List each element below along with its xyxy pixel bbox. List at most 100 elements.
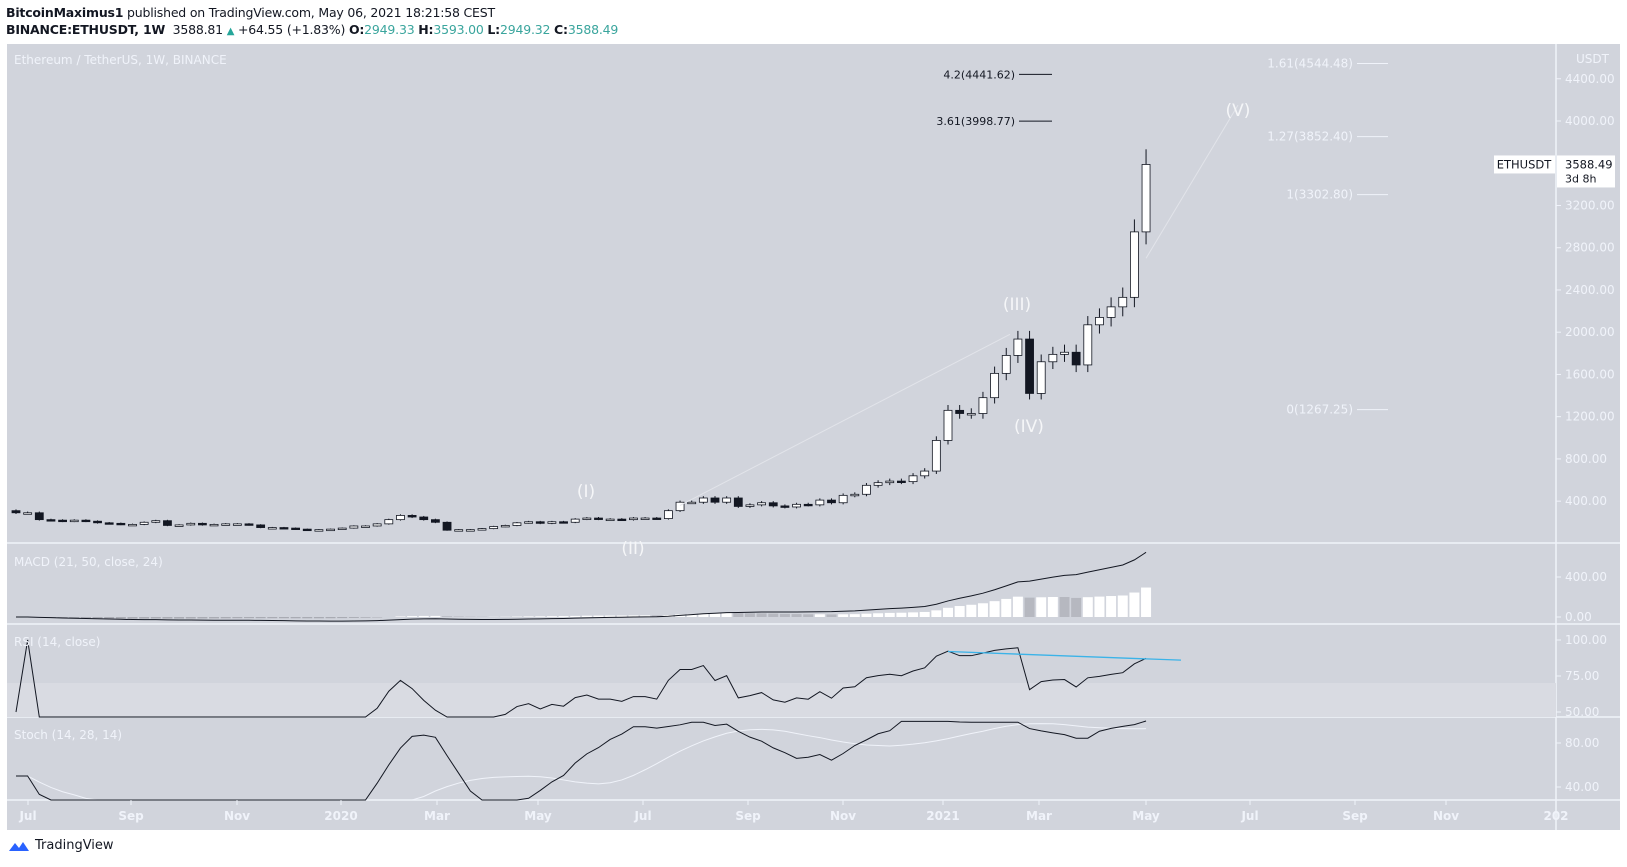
candle-up <box>221 523 231 526</box>
candle-up <box>465 529 475 532</box>
last-price: 3588.81 <box>172 22 223 37</box>
macd-histogram-bar <box>943 607 953 617</box>
author-name[interactable]: BitcoinMaximus1 <box>6 5 124 20</box>
macd-histogram-bar <box>616 615 627 617</box>
symbol-info: BINANCE:ETHUSDT, 1W 3588.81 ▲ +64.55 (+1… <box>6 22 618 37</box>
tradingview-logo[interactable]: TradingView <box>8 838 114 853</box>
candle-up <box>267 527 277 530</box>
macd-histogram-bar <box>69 617 80 618</box>
macd-histogram-bar <box>640 615 651 617</box>
indicator-tick-label: 75.00 <box>1565 669 1599 683</box>
indicator-tick-label: 80.00 <box>1565 736 1599 750</box>
rsi-trendline <box>947 650 1182 661</box>
candle-down <box>244 523 254 526</box>
chart-canvas[interactable]: Ethereum / TetherUS, 1W, BINANCE USDT 4400… <box>7 44 1620 830</box>
candle-up <box>722 497 732 503</box>
low-value: 2949.32 <box>499 22 551 37</box>
macd-histogram-bar <box>197 617 208 619</box>
macd-histogram-bar <box>838 614 849 617</box>
wave-label: (IV) <box>1014 417 1044 437</box>
candle-up <box>792 503 801 508</box>
macd-histogram-bar <box>779 613 790 617</box>
macd-histogram-bar <box>430 615 441 617</box>
macd-histogram-bar <box>232 617 243 619</box>
macd-histogram-bar <box>1106 596 1117 617</box>
open-value: 2949.33 <box>364 22 415 37</box>
candle-up <box>757 502 766 506</box>
brand-text: TradingView <box>35 838 114 853</box>
macd-histogram-bar <box>535 616 546 617</box>
candle-down <box>559 521 568 524</box>
candle-up <box>489 526 499 530</box>
price-tick-label: 3200.00 <box>1565 198 1615 212</box>
chart-area[interactable]: Ethereum / TetherUS, 1W, BINANCE USDT 4400… <box>7 44 1620 830</box>
candle-up <box>570 518 580 523</box>
close-value: 3588.49 <box>567 22 619 37</box>
candle-up <box>1141 164 1151 233</box>
candle-down <box>733 497 743 507</box>
time-tick-label: Nov <box>1433 809 1459 823</box>
candle-down <box>11 510 21 514</box>
price-tick-label: 2800.00 <box>1565 241 1615 255</box>
candle-up <box>314 529 324 532</box>
candle-up <box>1083 324 1093 366</box>
candle-down <box>955 409 965 414</box>
macd-histogram-bar <box>966 604 977 617</box>
fib-label: 0(1267.25) <box>1286 403 1353 417</box>
candle-up <box>931 440 941 472</box>
candle-up <box>232 523 242 526</box>
candle-up <box>139 521 149 525</box>
macd-histogram-bar <box>104 617 115 619</box>
high-value: 3593.00 <box>433 22 484 37</box>
candle-down <box>58 519 67 523</box>
candle-down <box>116 522 126 526</box>
macd-histogram-bar <box>826 614 837 617</box>
candle-down <box>1025 338 1034 394</box>
macd-histogram-bar <box>418 615 429 617</box>
candle-down <box>1071 351 1081 366</box>
candle-up <box>1060 351 1069 355</box>
fib-label: 1(3302.80) <box>1286 188 1353 202</box>
stoch-d-line <box>16 723 1147 801</box>
high-label: H: <box>418 22 434 37</box>
time-tick-label: Mar <box>1026 809 1052 823</box>
macd-histogram-bar <box>733 613 744 617</box>
macd-histogram-bar <box>873 613 884 617</box>
time-tick-label: Nov <box>830 809 856 823</box>
macd-histogram-bar <box>768 613 779 617</box>
macd-histogram-bar <box>290 617 301 619</box>
macd-histogram-bar <box>139 617 150 619</box>
macd-histogram-bar <box>185 617 196 619</box>
candle-down <box>163 520 172 526</box>
candle-up <box>1130 231 1139 298</box>
candle-up <box>1095 317 1104 326</box>
stoch-label: Stoch (14, 28, 14) <box>14 728 122 742</box>
price-tick-label: 1600.00 <box>1565 367 1615 381</box>
candle-up <box>687 501 697 505</box>
price-tick-label: 2400.00 <box>1565 283 1615 297</box>
candle-up <box>1106 306 1116 318</box>
candle-up <box>640 517 650 520</box>
macd-histogram-bar <box>1047 596 1058 617</box>
time-tick-label: Nov <box>224 809 250 823</box>
fib-label: 4.2(4441.62) <box>943 68 1015 81</box>
indicator-tick-label: 400.00 <box>1565 570 1607 584</box>
price-tick-label: 2000.00 <box>1565 325 1615 339</box>
candle-down <box>419 516 429 521</box>
indicator-tick-label: 0.00 <box>1565 610 1592 624</box>
candle-up <box>512 522 522 526</box>
rsi-label: RSI (14, close) <box>14 635 100 649</box>
candle-down <box>279 527 289 530</box>
time-tick-label: Sep <box>735 809 761 823</box>
macd-histogram-bar <box>1141 587 1152 617</box>
macd-line <box>16 551 1147 622</box>
candle-up <box>745 504 755 507</box>
candle-down <box>594 517 603 520</box>
indicator-tick-label: 100.00 <box>1565 633 1607 647</box>
macd-histogram-bar <box>1036 597 1047 617</box>
macd-histogram-bar <box>115 617 126 619</box>
symbol-tag-label: ETHUSDT <box>1497 157 1553 171</box>
macd-histogram-bar <box>1094 596 1105 617</box>
candle-up <box>664 510 673 519</box>
macd-label: MACD (21, 50, close, 24) <box>14 555 163 569</box>
